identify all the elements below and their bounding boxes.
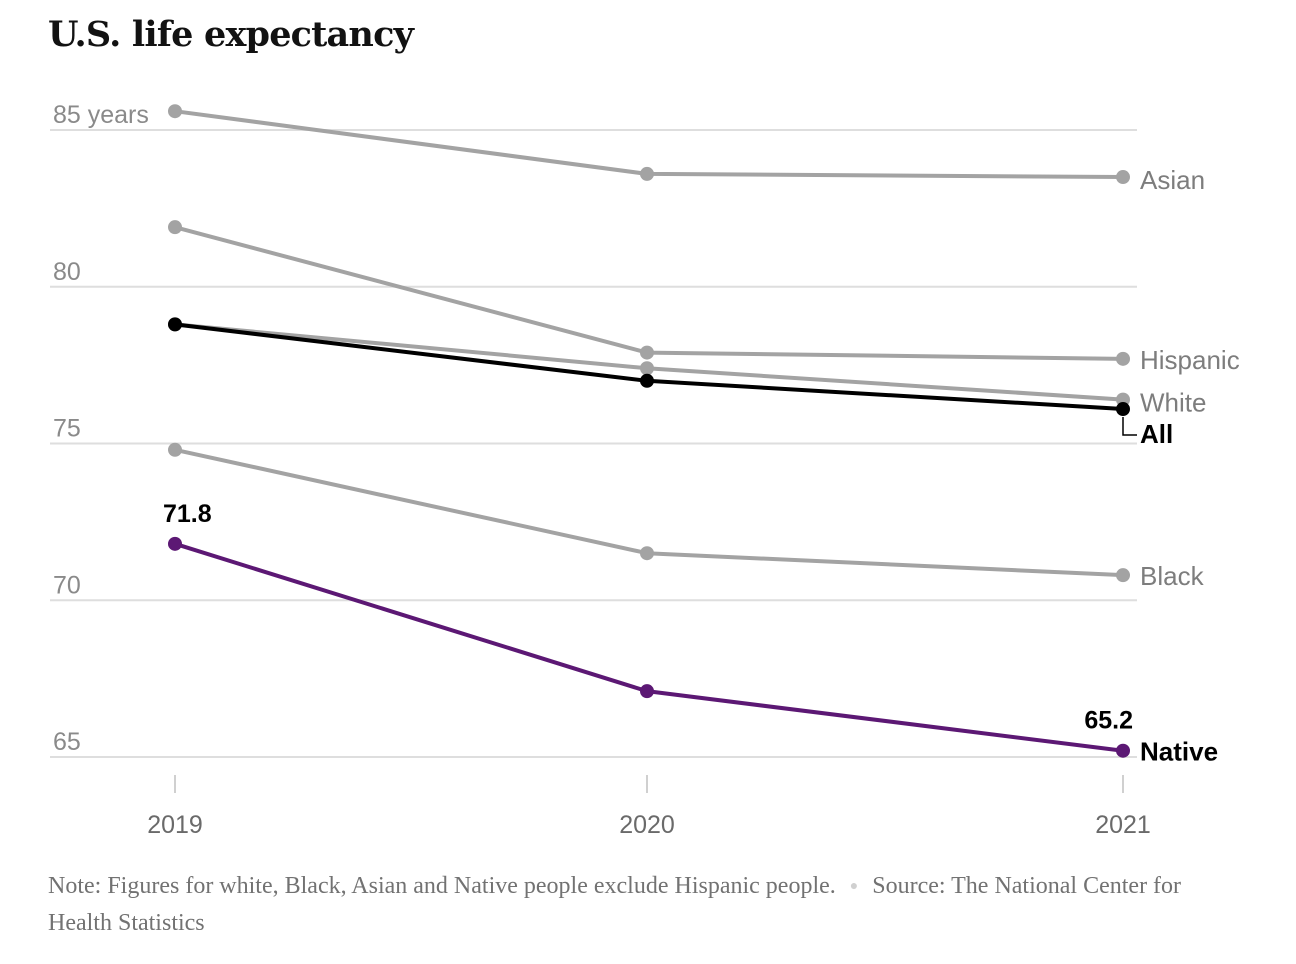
y-tick-label: 65: [53, 728, 81, 756]
data-point-black: [1116, 568, 1130, 583]
x-tick-label: 2020: [619, 811, 675, 839]
x-axis: 2019 2020 2021: [147, 775, 1151, 839]
line-chart: 85 years 80 75 70 65 2019 2020 2021 Asian Hispa…: [50, 101, 1240, 839]
x-tick-label: 2021: [1095, 811, 1151, 839]
data-point-native: [640, 684, 654, 699]
data-point-native: [1116, 743, 1130, 758]
series-hispanic: [168, 220, 1130, 366]
data-point-all: [168, 317, 182, 332]
series-label-native: Native: [1140, 737, 1218, 767]
y-tick-label: 70: [53, 571, 81, 599]
series-label-hispanic: Hispanic: [1140, 345, 1240, 375]
all-label-leader-line: [1122, 417, 1137, 436]
series-native: [168, 536, 1130, 758]
note-text: Note: Figures for white, Black, Asian an…: [48, 873, 836, 899]
data-point-hispanic: [168, 220, 182, 235]
data-point-hispanic: [1116, 351, 1130, 366]
series-label-all: All: [1140, 419, 1173, 449]
data-point-all: [1116, 402, 1130, 417]
data-point-asian: [168, 104, 182, 119]
gridlines: [50, 129, 1137, 758]
data-point-asian: [640, 166, 654, 181]
series-asian: [168, 104, 1130, 185]
data-point-white: [640, 361, 654, 376]
series-lines: [168, 104, 1130, 758]
series-label-white: White: [1140, 388, 1206, 418]
source-text: Source: The National Center for Health S…: [48, 873, 1182, 937]
data-point-asian: [1116, 170, 1130, 185]
series-label-asian: Asian: [1140, 165, 1205, 195]
y-axis-tick-labels: 85 years 80 75 70 65: [53, 101, 149, 756]
data-point-black: [640, 546, 654, 561]
series-label-black: Black: [1140, 561, 1205, 591]
y-tick-label: 80: [53, 258, 81, 286]
value-annotation: 71.8: [163, 500, 212, 528]
y-tick-label: 85 years: [53, 101, 149, 129]
data-point-black: [168, 442, 182, 457]
x-tick-label: 2019: [147, 811, 203, 839]
series-line-native: [173, 541, 1125, 753]
data-point-hispanic: [640, 345, 654, 360]
chart-title: U.S. life expectancy: [48, 14, 414, 55]
separator-dot-icon: ●: [849, 879, 859, 895]
value-annotation: 65.2: [1084, 707, 1133, 735]
series-labels: Asian Hispanic White Black All Native 71.8 65.2: [163, 165, 1240, 767]
y-tick-label: 75: [53, 415, 81, 443]
series-black: [168, 442, 1130, 583]
series-line-asian: [173, 109, 1125, 180]
series-all: [168, 317, 1130, 417]
data-point-native: [168, 536, 182, 551]
chart-footnote: Note: Figures for white, Black, Asian an…: [48, 868, 1228, 941]
series-white: [168, 317, 1130, 407]
data-point-all: [640, 373, 654, 388]
